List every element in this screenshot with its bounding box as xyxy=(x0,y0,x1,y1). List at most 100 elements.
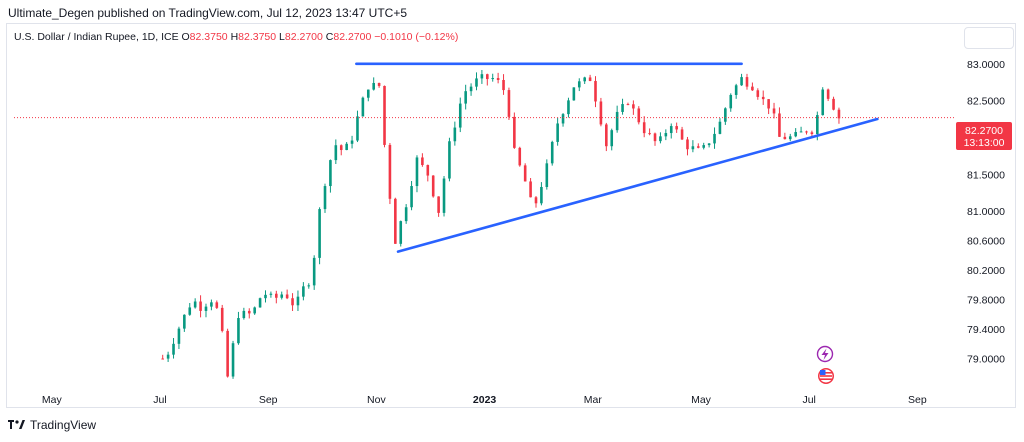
change-value: −0.1010 (−0.12%) xyxy=(374,31,459,43)
candle-body xyxy=(680,129,684,140)
candle-body xyxy=(561,114,565,124)
candle-body xyxy=(691,146,695,150)
candle-body xyxy=(513,116,516,148)
candle-body xyxy=(329,160,332,187)
candle-body xyxy=(464,91,467,104)
candle-body xyxy=(264,294,267,299)
candle-body xyxy=(745,77,749,87)
candle-body xyxy=(642,122,646,134)
x-tick-label: Mar xyxy=(584,394,603,406)
candle-body xyxy=(707,143,711,146)
candle-body xyxy=(740,77,743,86)
candle-body xyxy=(675,126,678,130)
y-tick-label: 79.8000 xyxy=(967,295,1005,307)
low-value: 82.2700 xyxy=(284,31,323,43)
candle-body xyxy=(572,87,576,101)
candle-body xyxy=(253,307,256,314)
candle-body xyxy=(556,123,559,142)
candle-body xyxy=(669,126,673,134)
candle-body xyxy=(540,186,543,204)
candle-body xyxy=(486,74,489,80)
candle-body xyxy=(345,143,348,151)
candle-body xyxy=(756,90,760,97)
candle-body xyxy=(334,145,338,161)
candle-body xyxy=(204,306,208,311)
candle-body xyxy=(659,136,662,142)
candle-body xyxy=(415,157,419,187)
candle-body xyxy=(545,163,549,187)
price-tag-background xyxy=(956,122,1012,150)
y-axis-ticks: 83.000082.500082.000081.500081.000080.60… xyxy=(967,59,1005,366)
candle-body xyxy=(188,307,192,315)
candle-body xyxy=(664,133,668,137)
candle-body xyxy=(550,141,554,164)
y-tick-label: 82.5000 xyxy=(967,96,1005,108)
candle-body xyxy=(816,115,819,135)
candle-body xyxy=(372,82,375,90)
candle-body xyxy=(458,103,462,128)
candle-body xyxy=(610,130,614,147)
candle-body xyxy=(366,89,370,98)
candle-body xyxy=(761,96,765,100)
y-tick-label: 81.0000 xyxy=(967,206,1005,218)
high-value: 82.3750 xyxy=(238,31,277,43)
candle-body xyxy=(161,358,165,360)
candle-body xyxy=(296,296,300,306)
candle-body xyxy=(356,116,359,141)
candle-body xyxy=(605,124,608,147)
candle-body xyxy=(404,207,408,222)
x-tick-label: Sep xyxy=(908,394,927,406)
candle-body xyxy=(507,90,511,117)
candle-body xyxy=(339,145,343,151)
candle-body xyxy=(788,136,792,140)
candle-body xyxy=(718,121,722,134)
candle-body xyxy=(242,310,246,319)
candle-body xyxy=(626,104,630,106)
bolt-icon[interactable] xyxy=(816,345,834,363)
y-tick-label: 83.0000 xyxy=(967,59,1005,71)
candle-body xyxy=(491,78,495,80)
candle-body xyxy=(621,104,624,112)
candle-body xyxy=(247,310,251,314)
candle-body xyxy=(285,294,289,299)
candle-body xyxy=(318,209,321,258)
candle-body xyxy=(410,186,413,208)
chart-frame xyxy=(6,23,1016,408)
candle-body xyxy=(713,133,716,144)
candle-body xyxy=(734,85,738,95)
x-tick-label: 2023 xyxy=(473,394,497,406)
candles xyxy=(161,69,841,379)
publish-caption: Ultimate_Degen published on TradingView.… xyxy=(8,6,408,20)
candle-body xyxy=(778,113,781,137)
candle-body xyxy=(312,257,316,286)
symbol-description: U.S. Dollar / Indian Rupee, 1D, ICE xyxy=(14,31,179,43)
candle-body xyxy=(210,302,213,307)
x-tick-label: Jul xyxy=(153,394,166,406)
candle-body xyxy=(821,89,825,116)
candle-body xyxy=(588,77,592,81)
trendline-rising-support[interactable] xyxy=(396,117,879,253)
chart-options-button[interactable] xyxy=(964,27,1014,49)
y-tick-label: 80.6000 xyxy=(967,236,1005,248)
candle-body xyxy=(696,146,700,148)
candle-body xyxy=(421,157,424,166)
price-tag-price: 82.2700 xyxy=(965,125,1003,137)
candle-body xyxy=(583,77,586,82)
x-tick-label: Sep xyxy=(259,394,278,406)
candle-body xyxy=(480,74,484,79)
candle-body xyxy=(237,318,240,344)
us-flag-icon[interactable] xyxy=(818,368,834,384)
y-tick-label: 80.2000 xyxy=(967,265,1005,277)
candle-body xyxy=(534,197,538,204)
candle-body xyxy=(453,127,457,142)
candle-body xyxy=(350,140,354,144)
low-label: L xyxy=(279,31,285,43)
candle-body xyxy=(502,79,505,91)
candle-body xyxy=(280,294,284,298)
candle-body xyxy=(388,144,392,199)
candle-body xyxy=(426,165,430,176)
candle-body xyxy=(751,86,754,91)
candle-body xyxy=(577,81,581,88)
candle-body xyxy=(442,178,446,213)
